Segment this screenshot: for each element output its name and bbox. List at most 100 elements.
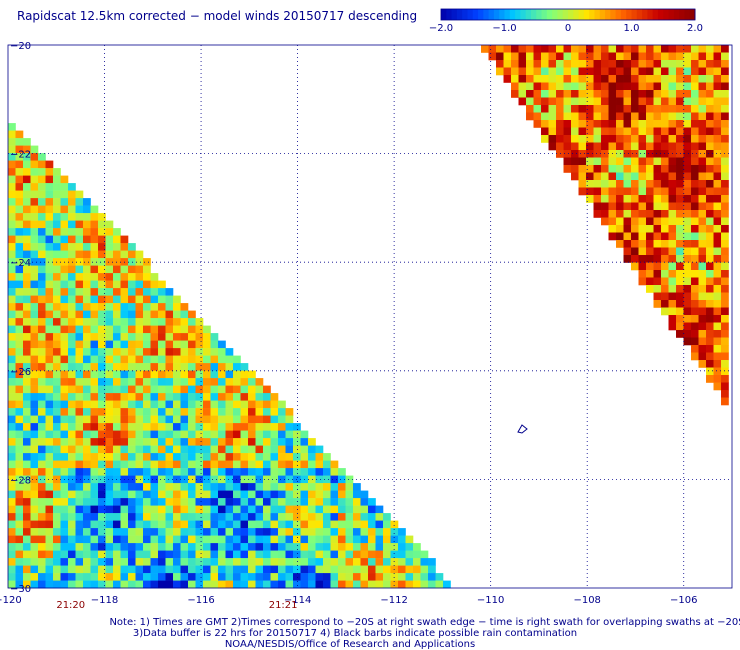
swath-cell — [30, 198, 39, 206]
swath-cell — [646, 232, 654, 241]
swath-cell — [135, 310, 144, 319]
swath-cell — [240, 505, 249, 514]
swath-cell — [563, 67, 572, 76]
colorbar-swatch — [684, 9, 691, 20]
swath-cell — [173, 558, 181, 566]
swath-cell — [45, 535, 54, 544]
swath-cell — [195, 460, 204, 469]
swath-cell — [683, 45, 692, 53]
swath-cell — [608, 157, 617, 166]
swath-cell — [285, 520, 294, 529]
swath-cell — [315, 550, 324, 559]
swath-cell — [698, 187, 707, 196]
swath-cell — [330, 520, 339, 529]
swath-cell — [270, 498, 279, 506]
swath-cell — [240, 438, 249, 446]
swath-cell — [661, 247, 669, 256]
swath-cell — [293, 453, 301, 461]
swath-cell — [330, 543, 339, 551]
swath-cell — [383, 558, 391, 566]
swath-cell — [135, 490, 144, 499]
swath-cell — [113, 415, 121, 424]
swath-cell — [15, 378, 24, 386]
swath-cell — [631, 187, 639, 196]
swath-cell — [15, 535, 24, 544]
swath-cell — [120, 288, 129, 296]
swath-cell — [38, 288, 46, 296]
colorbar-swatch — [499, 9, 505, 20]
swath-cell — [83, 438, 91, 446]
swath-cell — [98, 295, 106, 304]
swath-cell — [98, 550, 106, 559]
swath-cell — [188, 378, 196, 386]
swath-cell — [638, 97, 647, 106]
swath-cell — [143, 468, 151, 476]
swath-cell — [375, 505, 384, 514]
swath-cell — [15, 258, 24, 266]
swath-cell — [668, 105, 677, 113]
swath-cell — [653, 225, 662, 233]
swath-cell — [608, 60, 617, 68]
swath-cell — [45, 228, 54, 236]
colorbar-swatch — [647, 9, 654, 20]
swath-cell — [683, 112, 692, 121]
swath-cell — [661, 97, 669, 106]
swath-cell — [631, 150, 639, 158]
swath-cell — [173, 468, 181, 476]
swath-cell — [45, 528, 54, 536]
swath-cell — [165, 325, 174, 334]
swath-cell — [188, 408, 196, 416]
swath-cell — [165, 363, 174, 371]
swath-cell — [53, 213, 61, 221]
swath-cell — [75, 513, 84, 521]
swath-cell — [676, 255, 684, 263]
swath-cell — [83, 198, 91, 206]
swath-cell — [586, 90, 594, 98]
swath-cell — [15, 160, 24, 169]
swath-cell — [668, 195, 677, 203]
swath-cell — [668, 172, 677, 181]
swath-cell — [721, 180, 729, 188]
swath-cell — [83, 393, 91, 401]
swath-cell — [45, 483, 54, 491]
swath-cell — [105, 370, 114, 379]
swath-cell — [165, 385, 174, 394]
swath-cell — [53, 348, 61, 356]
swath-cell — [586, 67, 594, 76]
swath-cell — [90, 400, 99, 409]
swath-cell — [721, 292, 729, 301]
swath-cell — [248, 423, 256, 431]
swath-cell — [135, 378, 144, 386]
swath-cell — [173, 535, 181, 544]
swath-cell — [255, 580, 264, 589]
swath-cell — [706, 262, 714, 271]
swath-cell — [180, 468, 189, 476]
swath-cell — [188, 423, 196, 431]
swath-cell — [248, 370, 256, 379]
colorbar-swatch — [652, 9, 659, 20]
swath-cell — [45, 445, 54, 454]
swath-cell — [616, 217, 624, 226]
swath-cell — [60, 513, 69, 521]
swath-cell — [668, 135, 677, 143]
swath-cell — [548, 45, 557, 53]
swath-cell — [616, 60, 624, 68]
swath-cell — [368, 528, 376, 536]
swath-cell — [661, 262, 669, 271]
swath-cell — [586, 45, 594, 53]
swath-cell — [23, 475, 31, 484]
swath-cell — [98, 453, 106, 461]
swath-cell — [45, 453, 54, 461]
swath-cell — [165, 520, 174, 529]
swath-cell — [68, 220, 76, 229]
swath-cell — [293, 423, 301, 431]
swath-cell — [210, 438, 219, 446]
swath-cell — [195, 543, 204, 551]
swath-cell — [75, 273, 84, 281]
swath-cell — [713, 322, 722, 331]
swath-cell — [60, 565, 69, 574]
swath-cell — [113, 468, 121, 476]
swath-cell — [638, 262, 647, 271]
swath-cell — [53, 415, 61, 424]
swath-cell — [60, 243, 69, 251]
